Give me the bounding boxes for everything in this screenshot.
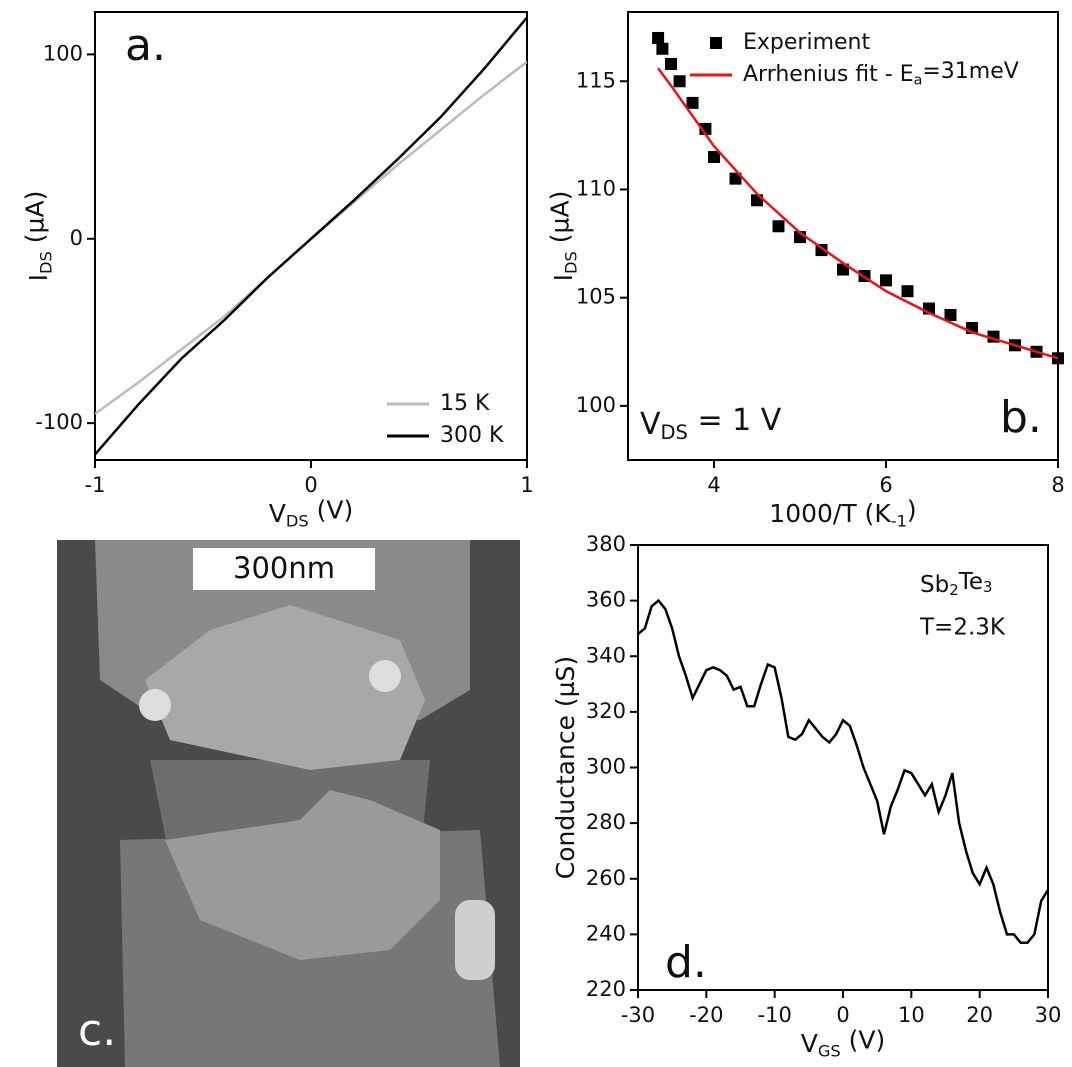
plot-frame: [637, 544, 1049, 991]
subscript: DS: [286, 511, 309, 530]
data-point: [656, 42, 669, 55]
text-part: (V): [309, 496, 354, 525]
annotation: T=2.3K: [919, 615, 1006, 641]
text-part: =31meV: [922, 59, 1018, 84]
annotation: Sb2Te3: [920, 568, 993, 599]
panel-label: a.: [125, 20, 166, 71]
y-tick-label: 100: [43, 41, 83, 65]
y-axis-label: IDS (µA): [21, 191, 56, 282]
x-tick-label: -20: [689, 1003, 723, 1027]
panel-label: b.: [1000, 392, 1042, 443]
y-tick-label: 105: [576, 285, 616, 309]
x-tick-label: 30: [1035, 1003, 1062, 1027]
scale-bar-label: 300nm: [233, 551, 335, 585]
text-part: Sb: [920, 572, 949, 598]
y-tick-label: 360: [586, 588, 626, 612]
data-line: [638, 598, 1048, 944]
x-tick-label: 6: [879, 473, 892, 497]
y-tick-label: 115: [576, 68, 616, 92]
text-part: V: [801, 1029, 818, 1058]
subscript: 2: [949, 581, 959, 599]
data-point: [901, 285, 914, 298]
subscript: DS: [661, 420, 688, 443]
legend-label: 15 K: [440, 391, 490, 416]
data-point: [665, 57, 677, 70]
text-part: V: [640, 407, 661, 442]
subscript: 3: [983, 578, 993, 596]
text-part: 1000/T (K: [769, 499, 891, 528]
legend-label: Experiment: [743, 30, 870, 55]
subscript: a: [914, 73, 923, 89]
sem-image: 300nm c.: [57, 540, 520, 1067]
text-part: (V): [841, 1026, 886, 1055]
annotation: VDS = 1 V: [640, 402, 782, 443]
data-line: [657, 67, 1058, 360]
y-tick-label: 0: [70, 226, 83, 250]
x-tick-label: 1: [520, 473, 533, 497]
text-part: Arrhenius fit - E: [743, 62, 914, 87]
data-point: [686, 96, 699, 109]
x-tick-label: -10: [758, 1003, 792, 1027]
subscript: DS: [36, 251, 55, 274]
y-axis-label: IDS (µA): [546, 191, 581, 282]
panel-label: d.: [665, 937, 707, 988]
data-point: [837, 263, 849, 276]
text-part: Te: [958, 568, 983, 594]
text-part: ): [907, 496, 917, 525]
data-point: [944, 308, 957, 321]
subscript: -1: [891, 511, 907, 530]
data-line: [95, 16, 527, 456]
x-tick-label: 0: [836, 1003, 849, 1027]
y-tick-label: 380: [586, 532, 626, 556]
x-tick-label: 8: [1051, 473, 1064, 497]
subscript: DS: [561, 251, 580, 274]
subscript: GS: [818, 1041, 841, 1060]
y-tick-label: 340: [586, 643, 626, 667]
legend-label: Arrhenius fit - Ea=31meV: [743, 59, 1019, 89]
y-tick-label: 220: [586, 977, 626, 1001]
text-part: = 1 V: [688, 402, 782, 437]
text-part: (µA): [546, 191, 575, 251]
x-axis-label: 1000/T (K-1): [769, 496, 916, 531]
y-tick-label: 260: [586, 866, 626, 890]
text-part: I: [549, 274, 578, 281]
y-tick-label: 100: [576, 393, 616, 417]
panel-label: c.: [78, 1005, 116, 1056]
data-point: [708, 151, 720, 164]
data-point: [880, 274, 892, 287]
x-tick-label: 4: [707, 473, 720, 497]
y-tick-label: -100: [35, 410, 83, 434]
x-axis-label: VGS (V): [801, 1026, 886, 1061]
y-tick-label: 110: [576, 176, 616, 200]
y-tick-label: 320: [586, 699, 626, 723]
data-point: [652, 31, 665, 44]
legend-marker: [710, 37, 722, 49]
data-point: [729, 172, 742, 185]
x-tick-label: -1: [85, 473, 106, 497]
text-part: I: [24, 274, 53, 281]
data-point: [772, 220, 785, 233]
y-tick-label: 280: [586, 810, 626, 834]
legend-label: 300 K: [440, 423, 504, 448]
text-part: (µA): [21, 191, 50, 251]
x-tick-label: 20: [966, 1003, 993, 1027]
y-axis-label: Conductance (µS): [551, 656, 580, 879]
scale-bar-box: [193, 548, 375, 590]
x-axis-label: VDS (V): [269, 496, 354, 531]
x-tick-label: 0: [304, 473, 317, 497]
plot-frame: [627, 11, 1059, 461]
data-point: [1052, 352, 1064, 365]
y-tick-label: 300: [586, 755, 626, 779]
x-tick-label: 10: [898, 1003, 925, 1027]
y-tick-label: 240: [586, 921, 626, 945]
data-point: [673, 75, 686, 88]
x-tick-label: -30: [621, 1003, 655, 1027]
text-part: V: [269, 499, 286, 528]
